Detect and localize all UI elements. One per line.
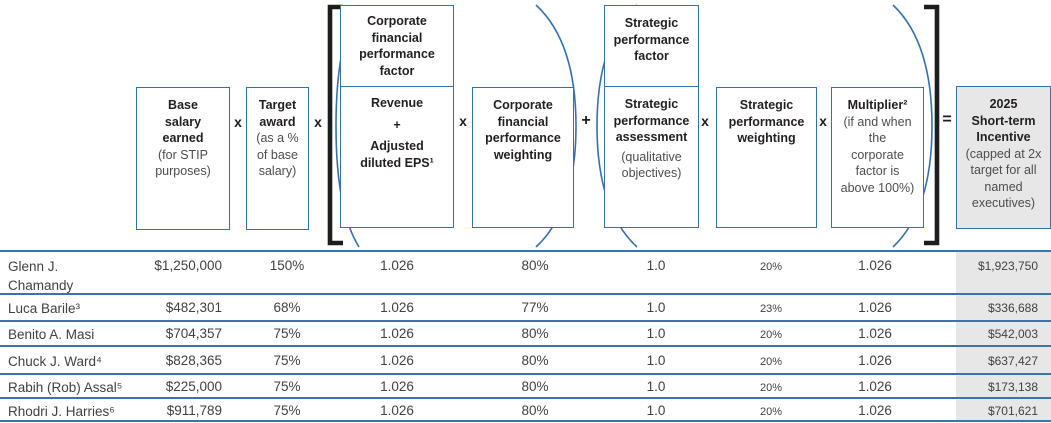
- corporate-factor-header: Corporate financial performance factor: [341, 6, 453, 87]
- cell-corporate-weighting: 80%: [521, 379, 549, 394]
- cell-target-award: 75%: [273, 403, 301, 418]
- strategic-factor-header: Strategic performance factor: [605, 6, 698, 87]
- cell-strategic-assessment: 1.0: [646, 353, 666, 368]
- cell-incentive: $173,138: [987, 380, 1038, 394]
- cell-strategic-weighting: 20%: [759, 261, 783, 273]
- corporate-factor-revenue: Revenue: [370, 96, 424, 110]
- formula-box-corporate-financial-performance-weighting: Corporate financial performance weightin…: [472, 87, 574, 228]
- cell-multiplier: 1.026: [858, 379, 892, 394]
- cell-target-award: 68%: [273, 300, 301, 315]
- cell-name: Luca Barile³: [8, 301, 81, 316]
- cell-target-award: 75%: [273, 379, 301, 394]
- equals-operator: =: [942, 111, 952, 128]
- cell-incentive: $637,427: [987, 354, 1038, 368]
- multiply-operator-2: x: [314, 114, 322, 130]
- strategic-assessment-title: Strategic performance assessment: [613, 97, 690, 144]
- cell-corporate-weighting: 80%: [521, 326, 549, 341]
- cell-multiplier: 1.026: [858, 403, 892, 418]
- cell-incentive: $1,923,750: [977, 259, 1038, 273]
- cell-strategic-assessment: 1.0: [646, 300, 666, 315]
- table-row: Rhodri J. Harries⁶ $911,789 75% 1.026 80…: [0, 397, 1051, 420]
- formula-box-target-award: Target award (as a % of base salary): [246, 87, 309, 230]
- cell-strategic-assessment: 1.0: [646, 379, 666, 394]
- cell-base-salary: $482,301: [165, 300, 222, 315]
- cell-incentive: $336,688: [987, 301, 1038, 315]
- strategic-assessment-subtitle: (qualitative objectives): [621, 149, 682, 181]
- cell-corporate-factor: 1.026: [380, 379, 414, 394]
- multiply-operator-5: x: [819, 113, 827, 129]
- formula-box-2025-short-term-incentive: 2025 Short-term Incentive (capped at 2x …: [956, 86, 1051, 229]
- corporate-factor-plus: +: [393, 117, 401, 132]
- strategic-factor-body: Strategic performance assessment (qualit…: [605, 87, 698, 182]
- cell-target-award: 75%: [273, 353, 301, 368]
- multiply-operator-4: x: [701, 113, 709, 129]
- cell-strategic-weighting: 20%: [759, 329, 783, 341]
- base-salary-subtitle: (for STIP purposes): [155, 147, 211, 179]
- cell-base-salary: $704,357: [165, 326, 222, 341]
- corporate-factor-eps: Adjusted diluted EPS¹: [360, 139, 434, 170]
- cell-base-salary: $1,250,000: [154, 258, 222, 273]
- cell-corporate-weighting: 77%: [521, 300, 549, 315]
- cell-strategic-weighting: 20%: [759, 356, 783, 368]
- cell-name: Benito A. Masi: [8, 327, 95, 342]
- formula-box-strategic-performance-weighting: Strategic performance weighting: [716, 87, 817, 228]
- table-row: Chuck J. Ward⁴ $828,365 75% 1.026 80% 1.…: [0, 345, 1051, 373]
- cell-incentive: $542,003: [987, 327, 1038, 341]
- multiplier-subtitle: (if and when the corporate factor is abo…: [840, 114, 915, 195]
- formula-box-strategic-performance-factor: Strategic performance factor Strategic p…: [604, 5, 699, 228]
- cell-corporate-factor: 1.026: [380, 403, 414, 418]
- cell-corporate-factor: 1.026: [380, 258, 414, 273]
- multiplier-title: Multiplier²: [847, 98, 908, 112]
- result-title: 2025 Short-term Incentive: [971, 97, 1036, 144]
- plus-operator: +: [581, 112, 591, 129]
- cell-name: Rhodri J. Harries⁶: [8, 404, 115, 419]
- cell-base-salary: $828,365: [165, 353, 222, 368]
- table-row: Benito A. Masi $704,357 75% 1.026 80% 1.…: [0, 320, 1051, 345]
- cell-base-salary: $911,789: [166, 403, 222, 418]
- table-row: Rabih (Rob) Assal⁵ $225,000 75% 1.026 80…: [0, 373, 1051, 397]
- table-row: Glenn J. Chamandy $1,250,000 150% 1.026 …: [0, 250, 1051, 293]
- cell-strategic-weighting: 23%: [759, 303, 783, 315]
- cell-strategic-weighting: 20%: [759, 406, 783, 418]
- strategic-weighting-title: Strategic performance weighting: [728, 98, 805, 145]
- cell-corporate-factor: 1.026: [380, 300, 414, 315]
- cell-corporate-factor: 1.026: [380, 326, 414, 341]
- cell-corporate-weighting: 80%: [521, 353, 549, 368]
- cell-multiplier: 1.026: [858, 353, 892, 368]
- cell-multiplier: 1.026: [858, 300, 892, 315]
- base-salary-title: Base salary earned: [162, 98, 204, 145]
- table-bottom-border: [0, 420, 1051, 422]
- cell-strategic-assessment: 1.0: [646, 403, 666, 418]
- cell-corporate-factor: 1.026: [380, 353, 414, 368]
- incentive-column-background: [956, 250, 1051, 420]
- target-award-title: Target award: [258, 98, 297, 129]
- formula-box-corporate-financial-performance-factor: Corporate financial performance factor R…: [340, 5, 454, 228]
- multiply-operator-1: x: [234, 114, 242, 130]
- cell-strategic-weighting: 20%: [759, 382, 783, 394]
- cell-base-salary: $225,000: [165, 379, 222, 394]
- cell-strategic-assessment: 1.0: [646, 326, 666, 341]
- closing-bracket: [924, 4, 940, 246]
- cell-corporate-weighting: 80%: [521, 258, 549, 273]
- corporate-weighting-title: Corporate financial performance weightin…: [485, 98, 561, 162]
- cell-name: Chuck J. Ward⁴: [8, 354, 102, 369]
- cell-strategic-assessment: 1.0: [646, 258, 666, 273]
- cell-incentive: $701,621: [987, 404, 1038, 418]
- cell-multiplier: 1.026: [858, 326, 892, 341]
- multiply-operator-3: x: [459, 113, 467, 129]
- formula-box-multiplier: Multiplier² (if and when the corporate f…: [831, 87, 924, 228]
- cell-name: Glenn J. Chamandy: [8, 259, 74, 293]
- target-award-subtitle: (as a % of base salary): [256, 131, 299, 178]
- table-row: Luca Barile³ $482,301 68% 1.026 77% 1.0 …: [0, 293, 1051, 320]
- cell-multiplier: 1.026: [858, 258, 892, 273]
- cell-target-award: 150%: [269, 258, 305, 273]
- cell-name: Rabih (Rob) Assal⁵: [8, 380, 123, 395]
- result-subtitle: (capped at 2x target for all named execu…: [965, 146, 1042, 211]
- cell-corporate-weighting: 80%: [521, 403, 549, 418]
- corporate-factor-body: Revenue + Adjusted diluted EPS¹: [341, 87, 453, 171]
- cell-target-award: 75%: [273, 326, 301, 341]
- formula-box-base-salary: Base salary earned (for STIP purposes): [136, 87, 230, 230]
